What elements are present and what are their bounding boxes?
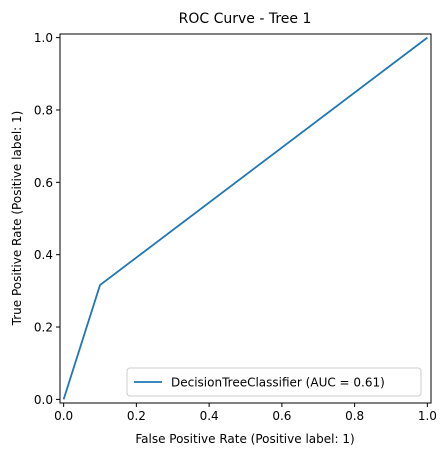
x-tick-label: 0.6 [272, 409, 291, 423]
series-layer [62, 36, 428, 400]
y-tick-label: 0.4 [34, 248, 53, 262]
y-tick-label: 1.0 [34, 31, 53, 45]
x-ticks: 0.0 0.2 0.4 0.6 0.8 1.0 [54, 403, 437, 423]
legend: DecisionTreeClassifier (AUC = 0.61) [126, 367, 422, 397]
x-tick-label: 0.4 [200, 409, 219, 423]
y-ticks: 0.0 0.2 0.4 0.6 0.8 1.0 [34, 31, 60, 407]
y-tick-label: 0.6 [34, 176, 53, 190]
plot-area: 0.0 0.2 0.4 0.6 0.8 1.0 0.0 0.2 0.4 0.6 0.8 1.0 [34, 31, 437, 423]
legend-entry-label: DecisionTreeClassifier (AUC = 0.61) [171, 376, 385, 390]
x-tick-label: 0.0 [54, 409, 73, 423]
legend-box [126, 367, 422, 397]
y-tick-label: 0.2 [34, 321, 53, 335]
y-tick-label: 0.0 [34, 393, 53, 407]
x-axis-label: False Positive Rate (Positive label: 1) [135, 432, 354, 446]
axes-frame [59, 33, 432, 404]
chart-title: ROC Curve - Tree 1 [179, 11, 312, 27]
x-tick-label: 0.2 [127, 409, 146, 423]
x-tick-label: 0.8 [345, 409, 364, 423]
x-tick-label: 1.0 [418, 409, 437, 423]
y-tick-label: 0.8 [34, 103, 53, 117]
roc-curve-line [62, 36, 428, 400]
y-axis-label: True Positive Rate (Positive label: 1) [10, 111, 24, 327]
